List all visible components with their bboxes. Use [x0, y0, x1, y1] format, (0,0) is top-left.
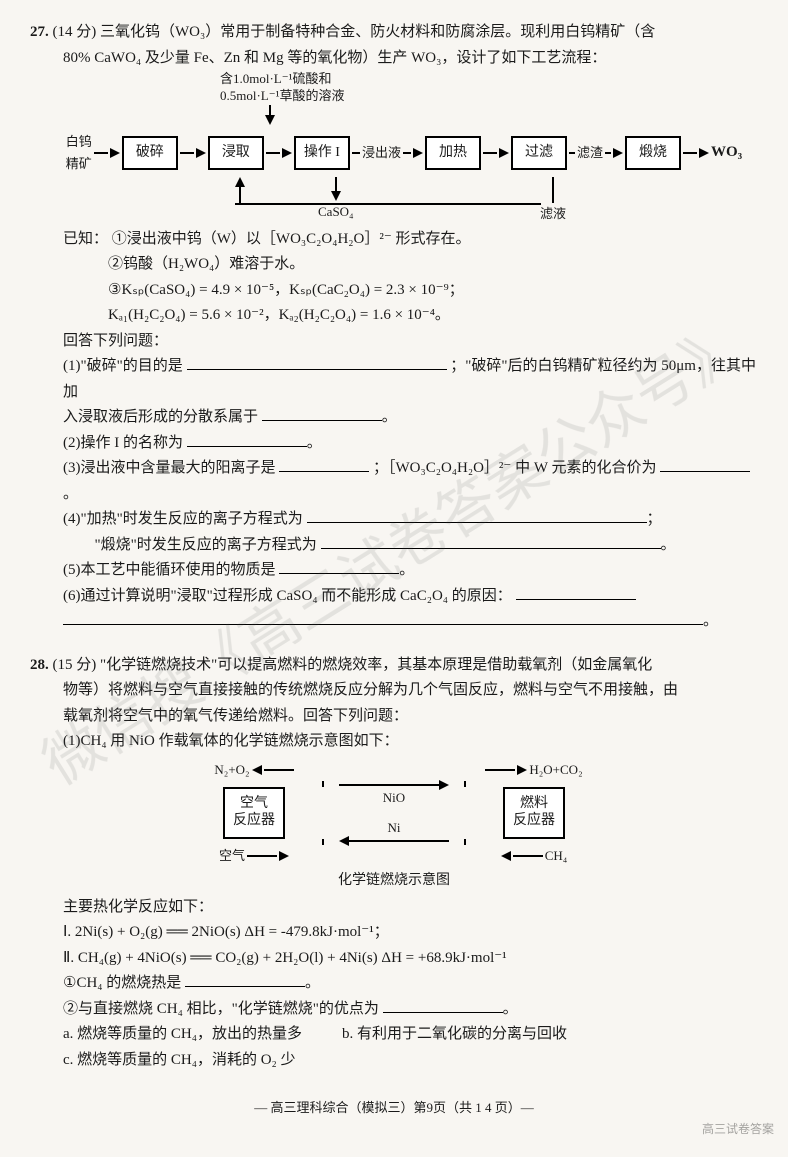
flow-box-leach: 浸取: [208, 136, 264, 170]
q27-p6: (6)通过计算说明"浸取"过程形成 CaSO₄ 而不能形成 CaC₂O₄ 的原因…: [30, 584, 758, 610]
q27-points: (14 分): [53, 24, 97, 40]
q27-intro2: 80% CaWO₄ 及少量 Fe、Zn 和 Mg 等的氧化物）生产 WO₃，设计…: [30, 46, 758, 72]
p6: (6)通过计算说明"浸取"过程形成 CaSO₄ 而不能形成 CaC₂O₄ 的原因…: [63, 588, 512, 604]
page-footer: — 高三理科综合（模拟三）第9页（共 1 4 页）—: [30, 1097, 758, 1119]
q27-number: 27.: [30, 24, 49, 40]
sub2: ②与直接燃烧 CH₄ 相比，"化学链燃烧"的优点为: [63, 1001, 379, 1017]
eq2: Ⅱ. CH₄(g) + 4NiO(s) ══ CO₂(g) + 2H₂O(l) …: [30, 946, 758, 972]
mid-arrows: NiO Ni: [339, 780, 449, 846]
flow-residue: 滤渣: [577, 142, 603, 164]
p5: (5)本工艺中能循环使用的物质是: [63, 562, 276, 578]
q27-p3: (3)浸出液中含量最大的阳离子是 ；［WO₃C₂O₄H₂O］²⁻ 中 W 元素的…: [30, 456, 758, 507]
q27-p2: (2)操作 I 的名称为 。: [30, 431, 758, 457]
reagent-arrow: [265, 105, 275, 125]
flow-box-calcine: 煅烧: [625, 136, 681, 170]
p3a: (3)浸出液中含量最大的阳离子是: [63, 460, 276, 476]
blank[interactable]: [185, 971, 305, 987]
q27-known: 已知： ①浸出液中钨（W）以［WO₃C₂O₄H₂O］²⁻ 形式存在。: [30, 227, 758, 253]
sub1: ①CH₄ 的燃烧热是: [63, 975, 181, 991]
known-1: ①浸出液中钨（W）以［WO₃C₂O₄H₂O］²⁻ 形式存在。: [112, 231, 471, 247]
flow-leachate: 浸出液: [362, 142, 401, 164]
flow-output: WO₃: [711, 140, 742, 166]
eq1: Ⅰ. 2Ni(s) + O₂(g) ══ 2NiO(s) ΔH = -479.8…: [30, 920, 758, 946]
flow-box-filter: 过滤: [511, 136, 567, 170]
air-reactor-l2: 反应器: [233, 813, 275, 830]
air-reactor: 空气 反应器: [223, 787, 285, 839]
mid-top: NiO: [383, 787, 405, 809]
flow-box-op1: 操作 I: [294, 136, 350, 170]
q27-p1: (1)"破碎"的目的是 ；"破碎"后的白钨精矿粒径约为 50μm，往其中加: [30, 354, 758, 405]
known-3: ③Kₛₚ(CaSO₄) = 4.9 × 10⁻⁵，Kₛₚ(CaC₂O₄) = 2…: [30, 278, 758, 304]
p4b: "煅烧"时发生反应的离子方程式为: [95, 537, 317, 553]
question-28: 28. (15 分) "化学链燃烧技术"可以提高燃料的燃烧效率，其基本原理是借助…: [30, 653, 758, 1073]
blank[interactable]: [279, 456, 369, 472]
chain-caption: 化学链燃烧示意图: [184, 869, 604, 893]
known-label: 已知：: [63, 231, 108, 247]
blank[interactable]: [279, 558, 399, 574]
opt-c: c. 燃烧等质量的 CH₄，消耗的 O₂ 少: [30, 1048, 758, 1074]
q28-sub2: ②与直接燃烧 CH₄ 相比，"化学链燃烧"的优点为 。: [30, 997, 758, 1023]
q27-p4a: (4)"加热"时发生反应的离子方程式为 ；: [30, 507, 758, 533]
q27-intro1: 三氧化钨（WO₃）常用于制备特种合金、防火材料和防腐涂层。现利用白钨精矿（含: [100, 24, 655, 40]
reagent-line2: 0.5mol·L⁻¹草酸的溶液: [220, 88, 758, 105]
answer-label: 回答下列问题：: [30, 329, 758, 355]
blank[interactable]: [383, 997, 503, 1013]
right-top: H₂O+CO₂: [529, 759, 582, 781]
q28-intro1: "化学链燃烧技术"可以提高燃料的燃烧效率，其基本原理是借助载氧剂（如金属氧化: [100, 657, 652, 673]
opt-b: b. 有利用于二氧化碳的分离与回收: [342, 1022, 567, 1048]
blank[interactable]: [307, 507, 647, 523]
q27-p5: (5)本工艺中能循环使用的物质是 。: [30, 558, 758, 584]
q28-points: (15 分): [53, 657, 97, 673]
blank[interactable]: [187, 431, 307, 447]
chain-diagram: N₂+O₂ 空气 反应器 空气 NiO Ni: [184, 759, 604, 893]
blank[interactable]: [660, 456, 750, 472]
p1a: (1)"破碎"的目的是: [63, 358, 183, 374]
blank[interactable]: [262, 405, 382, 421]
left-bot: 空气: [219, 845, 245, 867]
thermo-label: 主要热化学反应如下：: [30, 895, 758, 921]
opt-a: a. 燃烧等质量的 CH₄，放出的热量多: [63, 1022, 302, 1048]
air-reactor-l1: 空气: [240, 796, 268, 813]
blank[interactable]: [63, 609, 703, 625]
fuel-reactor-l2: 反应器: [513, 813, 555, 830]
question-27: 27. (14 分) 三氧化钨（WO₃）常用于制备特种合金、防火材料和防腐涂层。…: [30, 20, 758, 635]
q28-number: 28.: [30, 657, 49, 673]
p2: (2)操作 I 的名称为: [63, 435, 183, 451]
fuel-reactor: 燃料 反应器: [503, 787, 565, 839]
opts-row1: a. 燃烧等质量的 CH₄，放出的热量多 b. 有利用于二氧化碳的分离与回收: [30, 1022, 758, 1048]
fuel-reactor-l1: 燃料: [520, 796, 548, 813]
blank[interactable]: [321, 533, 661, 549]
known-2: ②钨酸（H₂WO₄）难溶于水。: [30, 252, 758, 278]
known-4: Kₐ₁(H₂C₂O₄) = 5.6 × 10⁻²，Kₐ₂(H₂C₂O₄) = 1…: [30, 303, 758, 329]
blank[interactable]: [516, 584, 636, 600]
reagent-line1: 含1.0mol·L⁻¹硫酸和: [220, 71, 758, 88]
p1c: 入浸取液后形成的分散系属于: [63, 409, 258, 425]
flow-filtrate: 滤液: [540, 203, 566, 225]
watermark-small: 高三试卷答案: [702, 1119, 774, 1139]
blank[interactable]: [187, 354, 447, 370]
q27-p4b: "煅烧"时发生反应的离子方程式为 。: [30, 533, 758, 559]
p3b: ；［WO₃C₂O₄H₂O］²⁻ 中 W 元素的化合价为: [373, 460, 656, 476]
q28-sub1: ①CH₄ 的燃烧热是 。: [30, 971, 758, 997]
left-top: N₂+O₂: [214, 759, 249, 781]
flow-input: 白钨 精矿: [66, 131, 92, 175]
q28-p1: (1)CH₄ 用 NiO 作载氧体的化学链燃烧示意图如下：: [30, 729, 758, 755]
p4a: (4)"加热"时发生反应的离子方程式为: [63, 511, 303, 527]
q28-intro3: 载氧剂将空气中的氧气传递给燃料。回答下列问题：: [30, 704, 758, 730]
q27-p1c-row: 入浸取液后形成的分散系属于 。: [30, 405, 758, 431]
q28-intro2: 物等）将燃料与空气直接接触的传统燃烧反应分解为几个气固反应，燃料与空气不用接触，…: [30, 678, 758, 704]
q27-flowchart: 白钨 精矿 破碎 浸取 操作 I 浸出液 加热 过滤 滤渣 煅烧 WO₃: [50, 131, 758, 175]
flow-box-crush: 破碎: [122, 136, 178, 170]
flow-box-heat: 加热: [425, 136, 481, 170]
right-bot: CH₄: [545, 845, 568, 867]
q27-intro: 27. (14 分) 三氧化钨（WO₃）常用于制备特种合金、防火材料和防腐涂层。…: [30, 20, 758, 46]
q28-intro: 28. (15 分) "化学链燃烧技术"可以提高燃料的燃烧效率，其基本原理是借助…: [30, 653, 758, 679]
